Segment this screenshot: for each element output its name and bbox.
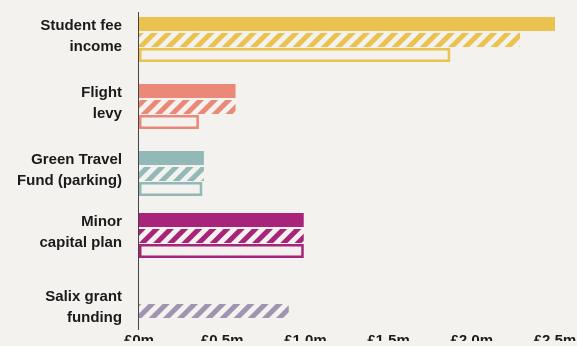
category-label-line2: levy xyxy=(93,105,123,122)
bar-hatched-3 xyxy=(139,229,304,243)
category-label-line1: Salix grant xyxy=(45,288,122,305)
bar-solid-0 xyxy=(139,17,555,31)
category-label-line2: capital plan xyxy=(39,234,122,251)
bar-solid-1 xyxy=(139,84,236,98)
x-tick-label: £0m xyxy=(124,332,154,341)
category-label-line2: funding xyxy=(67,309,122,326)
category-label-line1: Flight xyxy=(81,84,122,101)
category-label-line2: Fund (parking) xyxy=(17,172,122,189)
category-label-line1: Student fee xyxy=(40,17,122,34)
bar-outline-0 xyxy=(139,48,451,62)
x-tick-label: £0.5m xyxy=(201,332,244,341)
bar-solid-2 xyxy=(139,151,204,165)
x-tick-label: £2.0m xyxy=(451,332,494,341)
category-label-line1: Green Travel xyxy=(31,151,122,168)
bar-hatched-1 xyxy=(139,100,236,114)
bar-hatched-2 xyxy=(139,167,204,181)
category-label-line2: income xyxy=(69,38,122,55)
bar-outline-2 xyxy=(139,182,203,196)
x-tick-label: £2.5m xyxy=(534,332,577,341)
bar-outline-1 xyxy=(139,115,199,129)
x-tick-label: £1.0m xyxy=(284,332,327,341)
x-tick-label: £1.5m xyxy=(367,332,410,341)
bar-hatched-0 xyxy=(139,33,521,47)
bar-solid-3 xyxy=(139,213,304,227)
bar-hatched-4 xyxy=(139,304,289,318)
category-label-line1: Minor xyxy=(81,213,122,230)
bar-outline-3 xyxy=(139,244,304,258)
